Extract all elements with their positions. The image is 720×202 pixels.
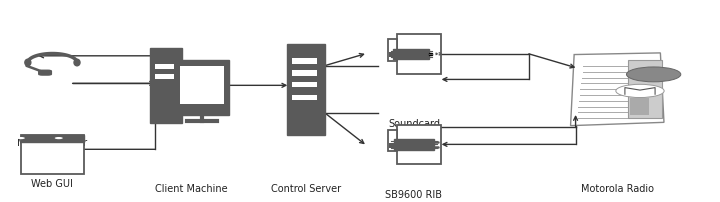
FancyBboxPatch shape (394, 139, 434, 150)
FancyBboxPatch shape (388, 130, 397, 151)
Text: Control Server: Control Server (271, 184, 341, 194)
FancyBboxPatch shape (397, 125, 441, 164)
FancyBboxPatch shape (292, 59, 318, 64)
FancyBboxPatch shape (394, 49, 429, 59)
Circle shape (616, 84, 664, 98)
FancyBboxPatch shape (628, 60, 662, 118)
FancyBboxPatch shape (428, 53, 432, 55)
Text: SB9600 RIB: SB9600 RIB (385, 190, 442, 200)
Polygon shape (570, 53, 664, 126)
Text: Mic & Speaker: Mic & Speaker (17, 139, 88, 148)
FancyBboxPatch shape (180, 66, 224, 104)
FancyBboxPatch shape (175, 60, 229, 115)
Text: Web GUI: Web GUI (32, 179, 73, 189)
FancyBboxPatch shape (292, 95, 318, 100)
Text: Soundcard: Soundcard (388, 119, 440, 129)
Ellipse shape (25, 59, 31, 66)
FancyBboxPatch shape (292, 70, 318, 76)
FancyBboxPatch shape (388, 39, 397, 61)
Text: Motorola Radio: Motorola Radio (581, 184, 654, 194)
FancyBboxPatch shape (150, 48, 182, 123)
FancyBboxPatch shape (630, 98, 649, 115)
FancyBboxPatch shape (287, 44, 325, 135)
Circle shape (626, 67, 681, 82)
Ellipse shape (74, 59, 80, 66)
FancyBboxPatch shape (389, 143, 396, 148)
FancyBboxPatch shape (39, 70, 51, 75)
FancyBboxPatch shape (21, 135, 84, 142)
FancyBboxPatch shape (397, 34, 441, 74)
Circle shape (55, 137, 63, 139)
FancyBboxPatch shape (155, 64, 174, 69)
FancyBboxPatch shape (155, 74, 174, 79)
FancyBboxPatch shape (292, 82, 318, 87)
Circle shape (17, 137, 24, 139)
FancyBboxPatch shape (21, 135, 84, 174)
FancyBboxPatch shape (389, 52, 396, 58)
Polygon shape (423, 51, 428, 57)
Text: Client Machine: Client Machine (155, 184, 228, 194)
